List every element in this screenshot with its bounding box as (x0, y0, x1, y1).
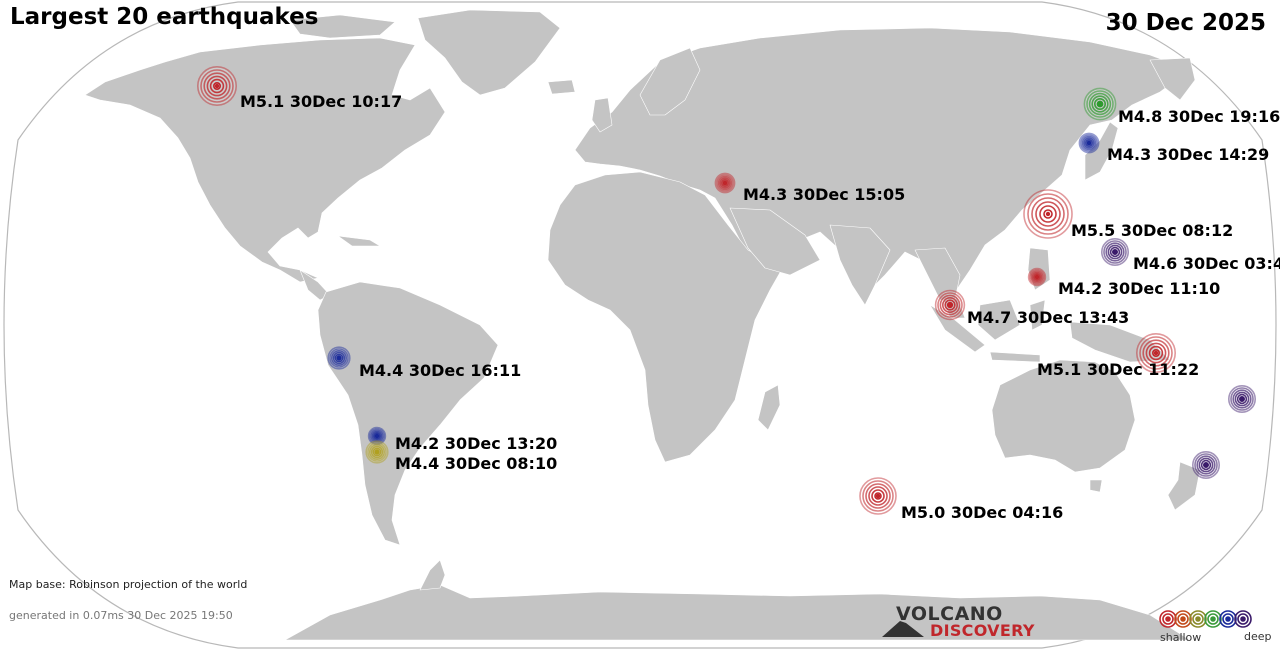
land-new-zealand (1167, 461, 1201, 511)
quake-label[interactable]: M4.2 30Dec 11:10 (1058, 279, 1221, 298)
land-india (829, 224, 891, 306)
page-title: Largest 20 earthquakes (10, 4, 319, 30)
quake-marker[interactable] (714, 172, 736, 194)
quake-marker[interactable] (934, 289, 966, 321)
quake-marker[interactable] (197, 66, 238, 107)
legend-ring (1159, 610, 1177, 628)
quake-marker[interactable] (1023, 189, 1073, 239)
land-scandinavia (639, 47, 701, 116)
land-north-america (84, 37, 446, 283)
depth-legend: shallow deep (1158, 608, 1272, 648)
land-iceland (547, 79, 576, 95)
land-british-isles (591, 97, 613, 133)
logo-line1: VOLCANO (896, 603, 1003, 625)
quake-label[interactable]: M4.8 30Dec 19:16 (1118, 107, 1280, 126)
land-kamchatka (1149, 57, 1196, 101)
quake-label[interactable]: M5.0 30Dec 04:16 (901, 503, 1064, 522)
land-madagascar (757, 384, 781, 431)
land-australia (991, 359, 1136, 473)
land-cuba (337, 235, 381, 247)
land-greenland (417, 9, 561, 96)
quake-label[interactable]: M4.2 30Dec 13:20 (395, 434, 558, 453)
generated-note: generated in 0.07ms 30 Dec 2025 19:50 (9, 609, 233, 622)
quake-label[interactable]: M4.4 30Dec 08:10 (395, 454, 558, 473)
quake-marker[interactable] (1027, 267, 1047, 287)
quake-label[interactable]: M4.4 30Dec 16:11 (359, 361, 522, 380)
quake-marker[interactable] (1083, 87, 1117, 121)
land-java (989, 351, 1041, 363)
legend-deep-label: deep (1244, 630, 1272, 643)
land-tasmania (1089, 479, 1103, 493)
legend-ring (1204, 610, 1222, 628)
land-south-america (317, 281, 499, 546)
land-antarctic-peninsula (419, 559, 446, 591)
quake-label[interactable]: M4.3 30Dec 15:05 (743, 185, 906, 204)
quake-marker[interactable] (1192, 450, 1221, 479)
quake-label[interactable]: M5.1 30Dec 10:17 (240, 92, 403, 111)
legend-ring (1219, 610, 1237, 628)
land-arctic-islands (289, 14, 396, 39)
map-date: 30 Dec 2025 (1105, 10, 1266, 36)
quake-marker[interactable] (1136, 332, 1177, 373)
volcano-icon (882, 621, 924, 637)
earthquake-markers (197, 66, 1257, 515)
quake-marker[interactable] (1228, 384, 1257, 413)
quake-label[interactable]: M5.1 30Dec 11:22 (1037, 360, 1200, 379)
quake-label[interactable]: M4.6 30Dec 03:44 (1133, 254, 1280, 273)
quake-marker[interactable] (1078, 132, 1100, 154)
land-arabia (729, 207, 821, 276)
quake-label[interactable]: M5.5 30Dec 08:12 (1071, 221, 1234, 240)
land-sulawesi (1029, 299, 1046, 331)
quake-label[interactable]: M4.3 30Dec 14:29 (1107, 145, 1270, 164)
depth-legend-rings (1159, 610, 1252, 628)
land-japan (1084, 121, 1119, 181)
land-africa (547, 171, 791, 463)
land-masses (84, 9, 1201, 641)
map-base-note: Map base: Robinson projection of the wor… (9, 578, 248, 591)
legend-shallow-label: shallow (1160, 631, 1202, 644)
quake-label[interactable]: M4.7 30Dec 13:43 (967, 308, 1130, 327)
logo-line2: DISCOVERY (930, 621, 1035, 640)
legend-ring (1174, 610, 1192, 628)
land-antarctica (284, 584, 1191, 641)
legend-ring (1189, 610, 1207, 628)
quake-marker[interactable] (367, 426, 387, 446)
legend-ring (1234, 610, 1252, 628)
land-borneo (977, 299, 1021, 341)
quake-marker[interactable] (859, 477, 897, 515)
volcanodiscovery-logo[interactable]: VOLCANO DISCOVERY (880, 603, 1040, 643)
quake-marker[interactable] (1101, 238, 1130, 267)
quake-marker[interactable] (327, 346, 351, 370)
quake-marker[interactable] (365, 440, 389, 464)
